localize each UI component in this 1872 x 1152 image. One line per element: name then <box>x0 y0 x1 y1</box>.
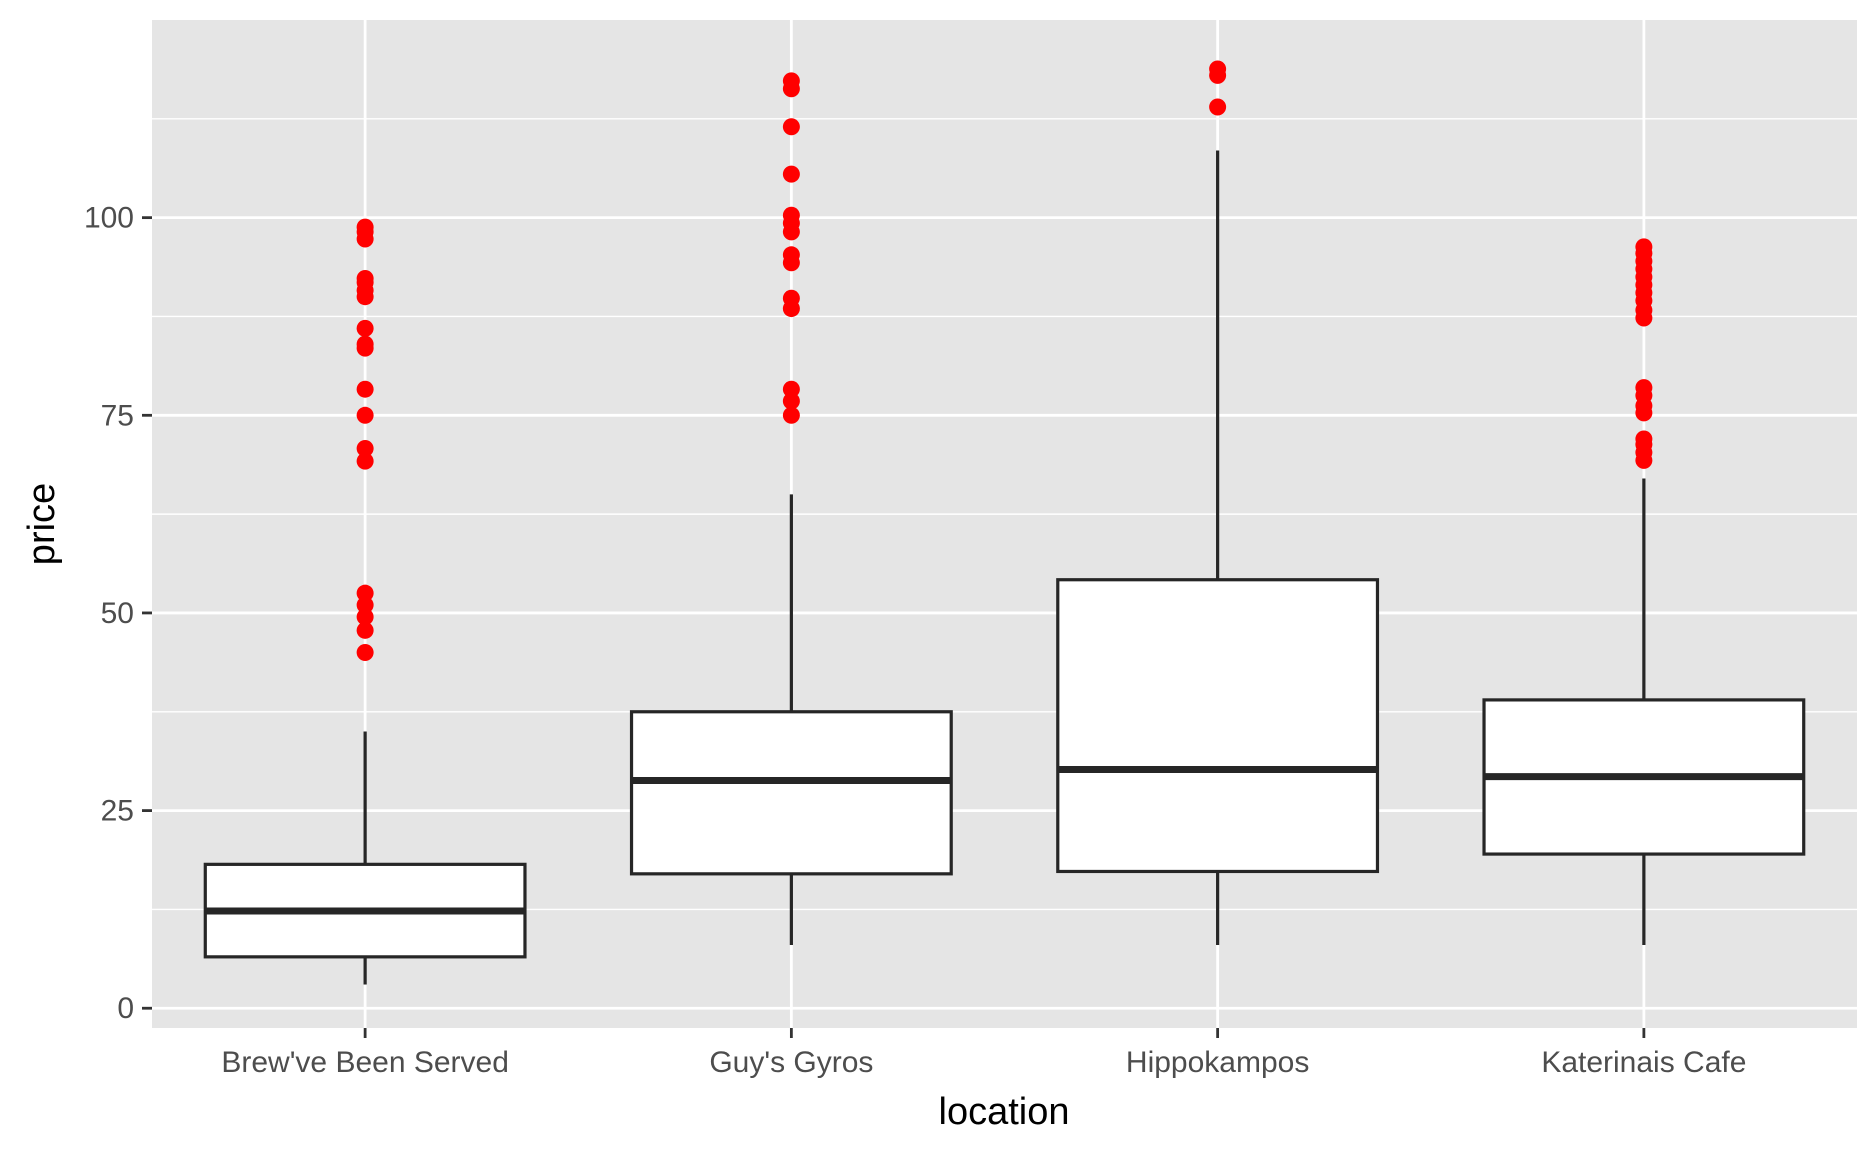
box-iqr <box>629 710 953 876</box>
outlier-point <box>782 406 800 424</box>
outlier-point <box>356 319 374 337</box>
box-1 <box>629 494 953 945</box>
outlier-point <box>356 608 374 626</box>
outlier-point <box>356 406 374 424</box>
outlier-point <box>356 452 374 470</box>
outlier-point <box>782 289 800 307</box>
outlier-point <box>1635 379 1653 397</box>
outlier-point <box>1635 238 1653 256</box>
outlier-point <box>356 596 374 614</box>
outlier-point <box>782 380 800 398</box>
y-tick-label: 100 <box>84 202 134 235</box>
outlier-point <box>356 621 374 639</box>
outlier-point <box>356 643 374 661</box>
box-0 <box>203 731 527 985</box>
outlier-point <box>1635 430 1653 448</box>
box-layer <box>203 150 1806 985</box>
outlier-point <box>356 270 374 288</box>
outlier-point <box>1209 60 1227 78</box>
outlier-point <box>782 392 800 410</box>
outlier-point <box>356 380 374 398</box>
plot-panel <box>152 20 1857 1028</box>
outlier-point <box>356 335 374 353</box>
x-tick-label: Hippokampos <box>1126 1046 1309 1079</box>
outlier-point <box>782 206 800 224</box>
x-tick-label: Brew've Been Served <box>221 1046 509 1079</box>
x-tick-label: Guy's Gyros <box>709 1046 873 1079</box>
outlier-point <box>356 439 374 457</box>
outlier-point <box>782 118 800 136</box>
outlier-layer <box>356 60 1653 661</box>
y-axis-title: price <box>21 483 63 565</box>
outlier-point <box>782 246 800 264</box>
x-tick-label: Katerinais Cafe <box>1541 1046 1746 1079</box>
outlier-point <box>356 218 374 236</box>
outlier-point <box>782 72 800 90</box>
box-3 <box>1482 478 1806 945</box>
y-tick-label: 75 <box>101 399 134 432</box>
box-iqr <box>1056 578 1380 874</box>
y-tick-label: 25 <box>101 795 134 828</box>
outlier-point <box>782 165 800 183</box>
axes: 0 25 50 75 100 Brew've Been Served Guy's Gyros… <box>84 202 1746 1079</box>
box-2 <box>1056 150 1380 945</box>
outlier-point <box>356 584 374 602</box>
y-tick-label: 50 <box>101 597 134 630</box>
outlier-point <box>1209 98 1227 116</box>
y-tick-label: 0 <box>117 992 134 1025</box>
x-axis-title: location <box>939 1091 1070 1133</box>
